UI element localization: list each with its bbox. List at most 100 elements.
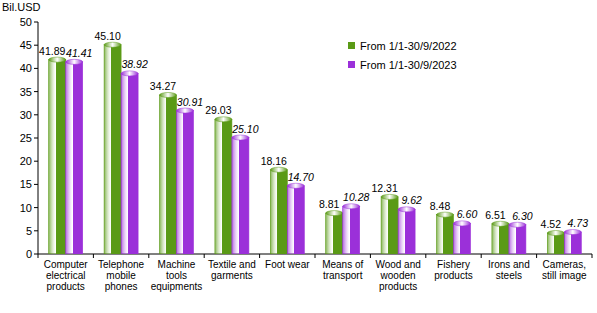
- x-tick: [204, 254, 205, 258]
- bar-cap: [104, 42, 121, 47]
- legend-swatch: [348, 61, 355, 68]
- x-tick-label: Fisheryproducts: [434, 259, 472, 281]
- bar: [492, 224, 509, 254]
- data-label: 30.91: [177, 96, 203, 108]
- data-label: 9.62: [401, 194, 422, 206]
- x-tick: [148, 254, 149, 258]
- y-tick: [34, 45, 38, 46]
- data-label: 38.92: [121, 58, 147, 70]
- y-tick: [34, 184, 38, 185]
- bar: [343, 206, 360, 254]
- bar-cap: [49, 57, 66, 62]
- y-tick: [34, 138, 38, 139]
- data-label: 18.16: [261, 155, 287, 167]
- bar-cap: [232, 135, 249, 140]
- bar-cap: [66, 59, 83, 64]
- y-tick-label: 0: [26, 248, 32, 260]
- data-label: 12.31: [371, 182, 397, 194]
- x-tick: [481, 254, 482, 258]
- data-label: 45.10: [94, 30, 120, 42]
- bar: [160, 95, 177, 254]
- data-label: 8.81: [319, 198, 340, 210]
- bar-cap: [343, 204, 360, 209]
- y-tick-label: 30: [20, 109, 32, 121]
- data-label: 10.28: [343, 191, 369, 203]
- x-tick-label: Machinetoolsequipments: [151, 259, 203, 292]
- bar-cap: [381, 194, 398, 199]
- x-tick-label: Telephonemobilephones: [98, 259, 145, 292]
- bar: [270, 170, 287, 254]
- data-label: 4.52: [541, 218, 562, 230]
- data-labels: 41.8945.1034.2729.0318.168.8112.318.486.…: [39, 30, 588, 230]
- bar-cap: [454, 221, 471, 226]
- x-tick: [592, 254, 593, 258]
- bar: [509, 225, 526, 254]
- legend: From 1/1-30/9/2022 From 1/1-30/9/2023: [348, 40, 457, 71]
- bar: [381, 197, 398, 254]
- y-tick: [34, 230, 38, 231]
- y-tick-label: 45: [20, 39, 32, 51]
- legend-label: From 1/1-30/9/2023: [360, 59, 457, 71]
- data-label: 6.30: [512, 210, 533, 222]
- bar-cap: [509, 222, 526, 227]
- bar: [232, 138, 249, 254]
- y-tick-label: 15: [20, 178, 32, 190]
- bar: [104, 45, 121, 254]
- y-tick: [34, 161, 38, 162]
- bar-cap: [398, 207, 415, 212]
- y-tick-label: 5: [26, 225, 32, 237]
- bar: [326, 213, 343, 254]
- y-tick: [34, 254, 38, 255]
- x-tick: [93, 254, 94, 258]
- data-label: 4.73: [568, 217, 589, 229]
- y-tick-label: 35: [20, 86, 32, 98]
- bar: [177, 111, 194, 254]
- x-tick: [315, 254, 316, 258]
- data-label: 14.70: [288, 171, 314, 183]
- y-tick: [34, 22, 38, 23]
- bar-cap: [437, 212, 454, 217]
- y-tick-label: 40: [20, 62, 32, 74]
- bar: [66, 62, 83, 254]
- bars: [49, 42, 582, 254]
- bar-cap: [547, 231, 564, 236]
- y-tick: [34, 114, 38, 115]
- data-label: 34.27: [150, 80, 176, 92]
- bar: [121, 73, 138, 254]
- legend-label: From 1/1-30/9/2022: [360, 40, 457, 52]
- data-label: 6.51: [485, 209, 506, 221]
- bar: [564, 232, 581, 254]
- x-tick-label: Foot wear: [265, 259, 310, 270]
- y-tick: [34, 68, 38, 69]
- bar-cap: [270, 167, 287, 172]
- bar: [454, 223, 471, 254]
- bar-cap: [492, 221, 509, 226]
- x-tick: [259, 254, 260, 258]
- x-tick: [38, 254, 39, 258]
- bar-cap: [215, 117, 232, 122]
- bar: [287, 186, 304, 254]
- x-tick-label: Textile andgarments: [208, 259, 256, 281]
- data-label: 41.89: [39, 45, 65, 57]
- x-tick-label: Computerelectricalproducts: [44, 259, 89, 292]
- y-axis-title: Bil.USD: [2, 1, 41, 13]
- bar-cap: [121, 71, 138, 76]
- bar-cap: [160, 92, 177, 97]
- x-tick: [425, 254, 426, 258]
- bar: [547, 233, 564, 254]
- bar-cap: [177, 108, 194, 113]
- y-tick-label: 20: [20, 155, 32, 167]
- x-tick-label: Wood andwoodenproducts: [375, 259, 420, 292]
- y-tick-label: 10: [20, 202, 32, 214]
- y-tick-label: 25: [20, 132, 32, 144]
- x-tick: [370, 254, 371, 258]
- data-label: 29.03: [205, 104, 231, 116]
- bar: [398, 209, 415, 254]
- data-label: 6.60: [457, 208, 478, 220]
- data-label: 25.10: [231, 123, 258, 135]
- x-tick-label: Cameras,still image: [542, 259, 587, 281]
- x-tick-label: Means oftransport: [322, 259, 363, 281]
- legend-swatch: [348, 42, 355, 49]
- y-tick: [34, 207, 38, 208]
- bar-cap: [564, 230, 581, 235]
